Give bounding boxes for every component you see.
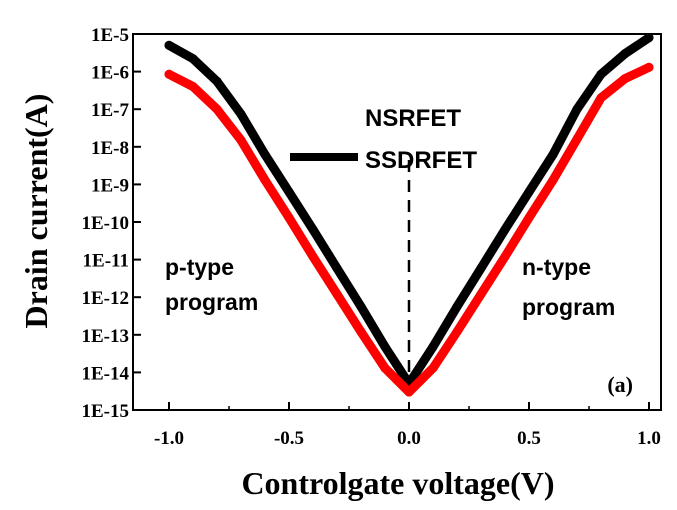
annotation-n-type: n-type	[522, 254, 591, 280]
x-tick-label: -0.5	[274, 428, 304, 449]
data-point-ssdrfet	[236, 135, 246, 145]
data-point-nsrfet	[452, 302, 462, 312]
data-point-ssdrfet	[188, 82, 198, 92]
y-tick-label: 1E-6	[91, 63, 129, 84]
legend-label-nsrfet: NSRFET	[365, 105, 461, 132]
data-point-nsrfet	[524, 187, 534, 197]
y-tick-label: 1E-5	[91, 25, 129, 46]
y-tick-label: 1E-11	[83, 251, 129, 272]
data-point-ssdrfet	[284, 213, 294, 223]
y-axis-ticks: 1E-5 1E-6 1E-7 1E-8 1E-9 1E-10 1E-11 1E-12 1E-13…	[82, 25, 141, 422]
data-point-ssdrfet	[356, 327, 366, 337]
legend: NSRFET SSDRFET	[290, 105, 477, 174]
y-tick-label: 1E-7	[91, 100, 130, 121]
data-point-nsrfet	[308, 225, 318, 235]
data-point-nsrfet	[236, 109, 246, 119]
data-point-ssdrfet	[332, 289, 342, 299]
y-tick-label: 1E-15	[82, 401, 130, 422]
data-point-ssdrfet	[260, 175, 270, 185]
data-point-nsrfet	[476, 263, 486, 273]
data-point-nsrfet	[212, 76, 222, 86]
data-point-nsrfet	[380, 342, 390, 352]
data-point-ssdrfet	[404, 387, 414, 397]
series-layer	[164, 33, 654, 397]
x-axis-title: Controlgate voltage(V)	[241, 465, 554, 501]
panel-label: (a)	[607, 372, 633, 397]
data-point-ssdrfet	[524, 213, 534, 223]
data-point-nsrfet	[596, 69, 606, 79]
x-tick-label: 0.0	[397, 428, 421, 449]
y-tick-label: 1E-14	[82, 363, 130, 384]
data-point-nsrfet	[500, 225, 510, 235]
data-point-ssdrfet	[428, 363, 438, 373]
data-point-nsrfet	[428, 342, 438, 352]
x-tick-label: 1.0	[637, 428, 661, 449]
data-point-nsrfet	[284, 187, 294, 197]
legend-label-ssdrfet: SSDRFET	[365, 147, 477, 174]
y-tick-label: 1E-10	[82, 213, 130, 234]
data-point-nsrfet	[188, 54, 198, 64]
data-point-nsrfet	[572, 104, 582, 114]
y-tick-label: 1E-13	[82, 326, 130, 347]
annotation-p-type: p-type	[165, 254, 234, 280]
data-point-ssdrfet	[500, 252, 510, 262]
data-point-ssdrfet	[212, 104, 222, 114]
data-point-nsrfet	[356, 302, 366, 312]
data-point-ssdrfet	[644, 62, 654, 72]
data-point-nsrfet	[332, 263, 342, 273]
data-point-ssdrfet	[596, 93, 606, 103]
data-point-nsrfet	[548, 150, 558, 160]
annotation-p-type-program: program	[165, 289, 258, 315]
data-point-ssdrfet	[548, 175, 558, 185]
data-point-ssdrfet	[380, 363, 390, 373]
data-point-ssdrfet	[620, 74, 630, 84]
data-point-ssdrfet	[308, 252, 318, 262]
data-point-ssdrfet	[164, 69, 174, 79]
x-axis-ticks: -1.0 -0.5 0.0 0.5 1.0	[154, 402, 661, 449]
data-point-nsrfet	[164, 40, 174, 50]
data-point-nsrfet	[260, 150, 270, 160]
x-tick-label: 0.5	[517, 428, 541, 449]
data-point-ssdrfet	[452, 327, 462, 337]
data-point-ssdrfet	[572, 134, 582, 144]
y-tick-label: 1E-12	[82, 288, 130, 309]
annotation-n-type-program: program	[522, 294, 615, 320]
data-point-nsrfet	[620, 49, 630, 59]
data-point-nsrfet	[644, 33, 654, 43]
y-tick-label: 1E-8	[91, 138, 129, 159]
data-point-ssdrfet	[476, 289, 486, 299]
x-tick-label: -1.0	[154, 428, 184, 449]
y-tick-label: 1E-9	[91, 175, 129, 196]
plot-frame	[132, 33, 662, 411]
y-axis-title: Drain current(A)	[18, 94, 54, 329]
